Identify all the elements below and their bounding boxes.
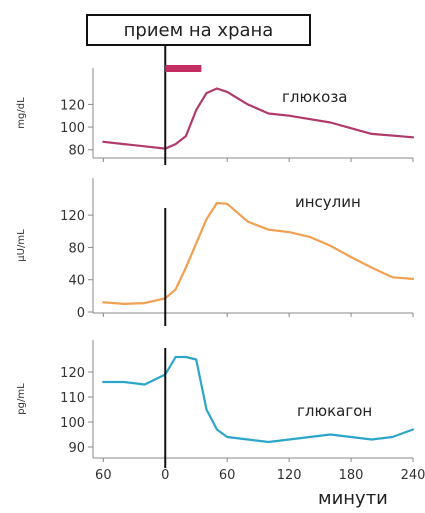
- insulin-y-tick-label: 40: [68, 274, 85, 289]
- glucose-series-label: глюкоза: [282, 88, 348, 106]
- glucagon-y-tick-label: 100: [60, 416, 85, 431]
- insulin-y-tick-label: 80: [68, 241, 85, 256]
- glucose-y-tick-label: 100: [60, 121, 85, 136]
- glucose-y-tick-label: 120: [60, 98, 85, 113]
- glucose-y-unit-label: mg/dL: [16, 97, 27, 129]
- meal-label: прием на храна: [123, 19, 274, 41]
- glucose-series-line: [102, 87, 415, 150]
- insulin-series-line: [102, 201, 415, 305]
- glucagon-y-unit-label: pg/mL: [16, 383, 27, 415]
- glucagon-y-tick-label: 110: [60, 391, 85, 406]
- insulin-y-unit-label: µU/mL: [16, 229, 27, 262]
- x-tick-label: 180: [339, 468, 364, 483]
- meal-label-box: прием на храна: [86, 14, 311, 46]
- x-axis-label: минути: [318, 488, 388, 509]
- glucagon-y-tick-label: 120: [60, 366, 85, 381]
- glucagon-series-label: глюкагон: [297, 402, 372, 420]
- x-tick-label: 0: [161, 468, 169, 483]
- glucose-y-tick-label: 80: [68, 144, 85, 159]
- insulin-y-tick-label: 0: [77, 306, 85, 321]
- meal-duration-bar: [165, 65, 202, 72]
- glucagon-series-line: [102, 355, 415, 444]
- insulin-series-label: инсулин: [295, 193, 361, 211]
- x-tick-label: 60: [219, 468, 236, 483]
- insulin-y-tick-label: 120: [60, 209, 85, 224]
- x-tick-label: 120: [277, 468, 302, 483]
- glucagon-y-tick-label: 90: [68, 441, 85, 456]
- x-tick-label: 240: [401, 468, 425, 483]
- x-tick-label: 60: [95, 468, 112, 483]
